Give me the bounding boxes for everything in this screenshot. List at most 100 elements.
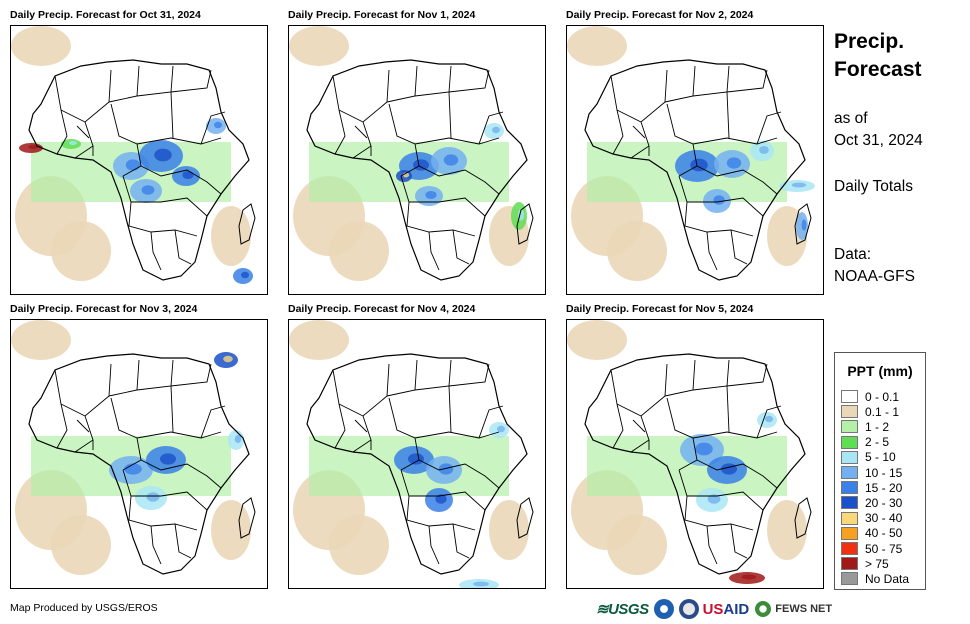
usgs-logo: ≋USGS — [596, 601, 649, 618]
country-border — [174, 229, 192, 265]
forecast-map[interactable] — [288, 25, 546, 295]
legend-title: PPT (mm) — [847, 363, 913, 379]
dry-area — [607, 515, 667, 575]
country-border — [334, 109, 346, 155]
forecast-map[interactable] — [288, 319, 546, 589]
country-border — [136, 431, 222, 439]
country-border — [726, 363, 768, 387]
dry-area — [329, 515, 389, 575]
madagascar-outline — [238, 203, 256, 245]
country-border — [612, 403, 624, 449]
country-border — [76, 125, 90, 139]
seal-logo-icon — [678, 599, 699, 619]
sidebar-title-line2: Forecast — [834, 58, 922, 81]
country-border — [610, 363, 668, 417]
precip-core — [690, 158, 708, 172]
country-border — [428, 525, 440, 565]
logo-strip: ≋USGS USAID FEWS NET — [596, 598, 832, 620]
precip-core — [69, 141, 77, 145]
legend-item: 2 - 5 — [841, 435, 889, 450]
dry-area — [11, 320, 71, 360]
country-border — [448, 385, 452, 433]
country-border — [332, 363, 390, 417]
country-border — [128, 201, 198, 237]
precip-core — [223, 355, 233, 363]
country-border — [726, 385, 730, 433]
country-border — [448, 363, 490, 387]
legend-label: 15 - 20 — [865, 480, 903, 495]
dry-area — [329, 221, 389, 281]
country-border — [756, 111, 782, 145]
legend-item: 0.1 - 1 — [841, 404, 899, 419]
country-border — [56, 403, 68, 449]
country-border — [54, 363, 112, 417]
country-border — [332, 69, 390, 123]
panel-title: Daily Precip. Forecast for Oct 31, 2024 — [10, 9, 201, 21]
country-border — [414, 431, 500, 439]
panel-title: Daily Precip. Forecast for Nov 2, 2024 — [566, 9, 754, 21]
dry-area — [489, 500, 529, 560]
credit-text: Map Produced by USGS/EROS — [10, 602, 158, 614]
precip-core — [234, 435, 242, 443]
precip-core — [408, 453, 424, 465]
country-border — [140, 459, 222, 489]
country-border — [692, 137, 778, 145]
data-label: Data: — [834, 246, 872, 263]
country-border — [150, 525, 162, 565]
dry-area — [211, 500, 251, 560]
precip-core — [141, 185, 155, 195]
forecast-map[interactable] — [566, 319, 824, 589]
dry-area — [51, 221, 111, 281]
country-border — [150, 231, 162, 271]
panel-title: Daily Precip. Forecast for Nov 5, 2024 — [566, 303, 754, 315]
country-border — [414, 65, 452, 97]
country-border — [76, 419, 90, 433]
country-border — [452, 523, 470, 559]
legend-item: 1 - 2 — [841, 419, 889, 434]
precip-core — [721, 463, 737, 475]
precip-core — [154, 148, 172, 162]
country-border — [170, 91, 174, 139]
country-border — [678, 175, 764, 217]
dry-area — [211, 206, 251, 266]
country-border — [664, 359, 696, 397]
country-border — [414, 359, 452, 391]
legend-label: 20 - 30 — [865, 495, 903, 510]
as-of-label: as of — [834, 110, 868, 127]
country-border — [386, 65, 418, 103]
madagascar-outline — [238, 497, 256, 539]
sidebar-title-line1: Precip. — [834, 30, 905, 53]
country-border — [136, 137, 222, 145]
dry-area — [567, 320, 627, 360]
country-border — [122, 175, 208, 217]
legend-label: 30 - 40 — [865, 511, 903, 526]
country-border — [696, 165, 778, 195]
dry-area — [289, 26, 349, 66]
madagascar-outline — [516, 497, 534, 539]
legend-swatch — [841, 420, 858, 434]
legend-swatch — [841, 481, 858, 495]
madagascar-outline — [794, 497, 812, 539]
precip-core — [214, 121, 222, 129]
country-border — [200, 111, 226, 145]
legend-swatch — [841, 435, 858, 449]
daily-totals-label: Daily Totals — [834, 178, 913, 195]
forecast-map[interactable] — [10, 319, 268, 589]
forecast-map[interactable] — [566, 25, 824, 295]
country-border — [612, 109, 624, 155]
legend-label: 1 - 2 — [865, 419, 890, 434]
precip-core — [435, 494, 447, 504]
country-border — [730, 523, 748, 559]
legend-label: 0 - 0.1 — [865, 389, 900, 404]
country-border — [478, 111, 504, 145]
legend-swatch — [841, 572, 858, 586]
legend-item: > 75 — [841, 556, 889, 571]
forecast-map[interactable] — [10, 25, 268, 295]
precip-core — [726, 157, 742, 169]
precip-core — [182, 171, 194, 179]
country-border — [610, 69, 668, 123]
precip-core — [443, 154, 459, 166]
legend-item: 50 - 75 — [841, 541, 902, 556]
legend-label: 10 - 15 — [865, 465, 903, 480]
globe-icon — [755, 601, 772, 617]
